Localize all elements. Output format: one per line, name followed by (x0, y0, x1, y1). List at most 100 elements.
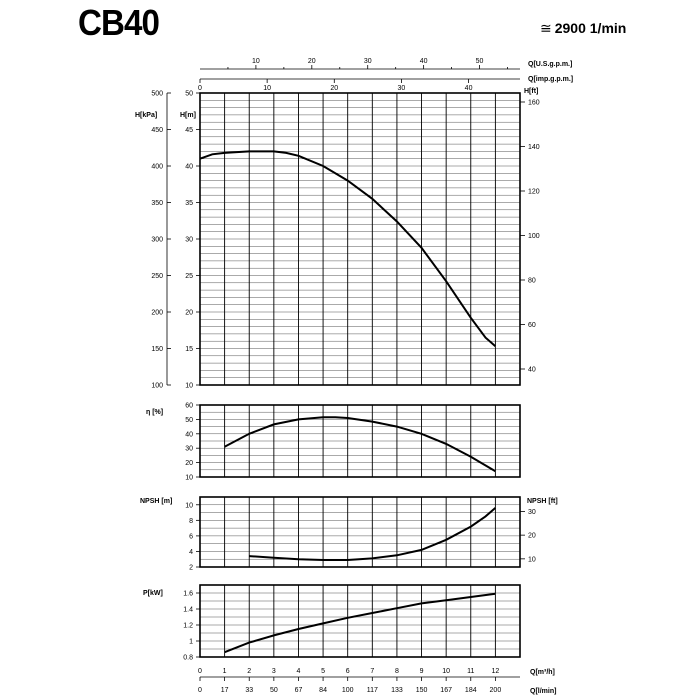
impgpm-tick-label: 30 (398, 85, 406, 92)
lmin-tick-label: 17 (221, 687, 229, 694)
head-ft-tick-label: 160 (528, 99, 540, 106)
usgpm-tick-label: 10 (252, 58, 260, 65)
efficiency-left-tick-label: 10 (185, 475, 193, 482)
npsh-ft-tick-label: 20 (528, 533, 536, 540)
power-axis-label: P[kW] (143, 590, 163, 597)
head-kpa-tick-label: 200 (151, 310, 163, 317)
m3h-tick-label: 8 (395, 668, 399, 675)
head-ft-tick-label: 140 (528, 144, 540, 151)
power-left-tick-label: 1.2 (183, 623, 193, 630)
npsh-left-tick-label: 10 (185, 502, 193, 509)
m3h-tick-label: 7 (370, 668, 374, 675)
npsh-left-tick-label: 8 (189, 518, 193, 525)
usgpm-tick-label: 50 (476, 58, 484, 65)
head-m-axis-label: H[m] (180, 112, 196, 119)
lmin-tick-label: 84 (319, 687, 327, 694)
power-left-tick-label: 0.8 (183, 655, 193, 662)
head-left-tick-label: 45 (185, 127, 193, 134)
m3h-tick-label: 5 (321, 668, 325, 675)
head-kpa-tick-label: 100 (151, 383, 163, 390)
m3h-tick-label: 6 (346, 668, 350, 675)
head-left-tick-label: 20 (185, 310, 193, 317)
m3h-tick-label: 0 (198, 668, 202, 675)
npsh-ft-tick-label: 10 (528, 556, 536, 563)
approx-symbol: ≅ (540, 20, 552, 36)
impgpm-tick-label: 40 (465, 85, 473, 92)
page-title: CB40 (78, 2, 160, 43)
lmin-tick-label: 133 (391, 687, 403, 694)
lmin-tick-label: 167 (440, 687, 452, 694)
impgpm-tick-label: 20 (330, 85, 338, 92)
lmin-tick-label: 200 (490, 687, 502, 694)
m3h-tick-label: 1 (223, 668, 227, 675)
lmin-tick-label: 184 (465, 687, 477, 694)
lmin-tick-label: 0 (198, 687, 202, 694)
head-kpa-tick-label: 400 (151, 164, 163, 171)
npsh-frame (199, 496, 521, 568)
efficiency-curve (224, 416, 496, 473)
head-ft-tick-label: 120 (528, 188, 540, 195)
impgpm-tick-label: 10 (263, 85, 271, 92)
head-kpa-tick-label: 350 (151, 200, 163, 207)
npsh-ft-tick-label: 30 (528, 509, 536, 516)
impgpm-tick-label: 0 (198, 85, 202, 92)
head-left-tick-label: 10 (185, 383, 193, 390)
head-ft-tick-label: 60 (528, 322, 536, 329)
speed-value: 2900 1/min (554, 20, 627, 36)
npsh-curve (249, 507, 497, 561)
m3h-tick-label: 3 (272, 668, 276, 675)
head-left-tick-label: 25 (185, 273, 193, 280)
head-kpa-tick-label: 250 (151, 273, 163, 280)
lmin-tick-label: 100 (342, 687, 354, 694)
head-kpa-tick-label: 150 (151, 346, 163, 353)
lmin-tick-label: 33 (245, 687, 253, 694)
m3h-tick-label: 10 (442, 668, 450, 675)
head-left-tick-label: 50 (185, 91, 193, 98)
usgpm-axis-label: Q[U.S.g.p.m.] (528, 61, 572, 68)
head-kpa-tick-label: 300 (151, 237, 163, 244)
efficiency-frame (199, 404, 521, 478)
efficiency-left-tick-label: 50 (185, 417, 193, 424)
efficiency-axis-label: η [%] (146, 409, 163, 416)
head-kpa-tick-label: 500 (151, 91, 163, 98)
head-left-tick-label: 40 (185, 164, 193, 171)
m3h-tick-label: 4 (297, 668, 301, 675)
lmin-tick-label: 67 (295, 687, 303, 694)
lmin-tick-label: 50 (270, 687, 278, 694)
m3h-tick-label: 12 (491, 668, 499, 675)
efficiency-left-tick-label: 40 (185, 431, 193, 438)
head-curve (199, 150, 497, 348)
power-left-tick-label: 1.6 (183, 591, 193, 598)
head-ft-tick-label: 40 (528, 366, 536, 373)
usgpm-tick-label: 40 (420, 58, 428, 65)
lmin-tick-label: 150 (416, 687, 428, 694)
speed-label: ≅ 2900 1/min (540, 20, 626, 37)
lmin-tick-label: 117 (367, 687, 378, 694)
head-left-tick-label: 30 (185, 237, 193, 244)
head-left-tick-label: 35 (185, 200, 193, 207)
head-ft-tick-label: 80 (528, 277, 536, 284)
npsh-ft-axis-label: NPSH [ft] (527, 498, 558, 505)
m3h-tick-label: 9 (420, 668, 424, 675)
m3h-tick-label: 11 (467, 668, 474, 675)
npsh-left-tick-label: 6 (189, 533, 193, 540)
npsh-left-tick-label: 2 (189, 565, 193, 572)
head-ft-tick-label: 100 (528, 233, 540, 240)
usgpm-tick-label: 30 (364, 58, 372, 65)
efficiency-left-tick-label: 30 (185, 446, 193, 453)
head-kpa-axis-label: H[kPa] (135, 112, 157, 119)
head-left-tick-label: 15 (185, 346, 193, 353)
head-ft-axis-label: H[ft] (524, 88, 538, 95)
m3h-axis-label: Q[m³/h] (530, 669, 555, 676)
efficiency-left-tick-label: 60 (185, 403, 193, 410)
npsh-left-tick-label: 4 (189, 549, 193, 556)
impgpm-axis-label: Q[imp.g.p.m.] (528, 76, 573, 83)
power-curve (224, 592, 496, 654)
power-left-tick-label: 1 (189, 639, 193, 646)
power-left-tick-label: 1.4 (183, 607, 193, 614)
m3h-tick-label: 2 (247, 668, 251, 675)
head-kpa-tick-label: 450 (151, 127, 163, 134)
usgpm-tick-label: 20 (308, 58, 316, 65)
npsh-m-axis-label: NPSH [m] (140, 498, 172, 505)
